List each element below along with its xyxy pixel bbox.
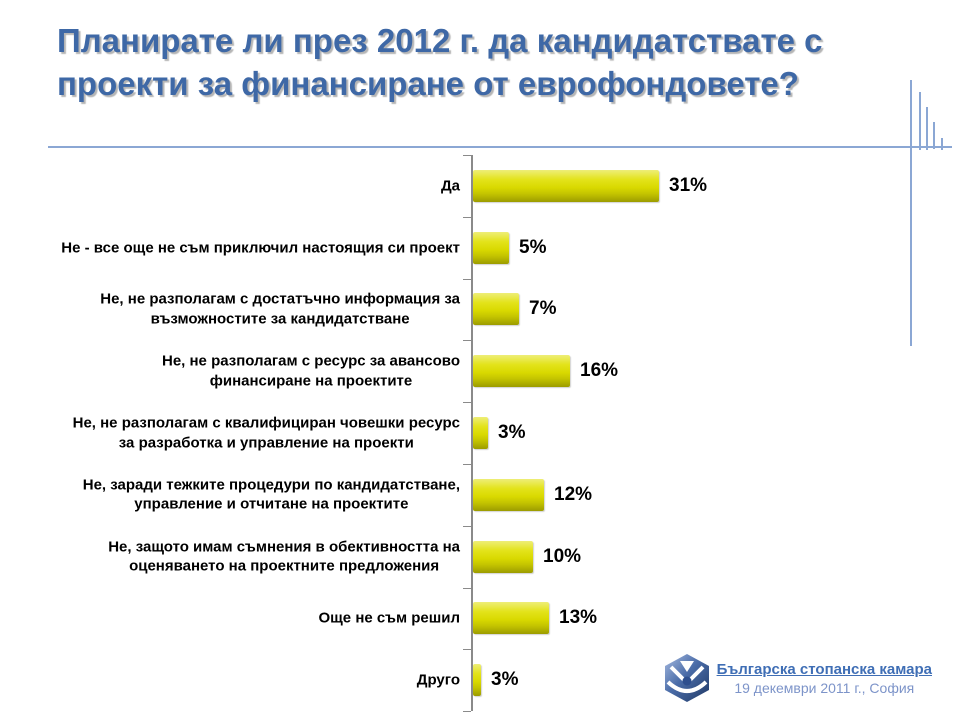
sparkline-decoration-bar [919, 92, 921, 150]
category-label: Не, заради тежките процедури по кандидат… [82, 476, 460, 513]
value-label: 7% [529, 298, 557, 320]
chart-row: Не - все още не съм приключил настоящия … [0, 217, 960, 279]
chart-row: Друго 3% [0, 649, 960, 711]
value-label: 12% [554, 483, 593, 505]
bar [473, 355, 570, 388]
value-label: 10% [543, 545, 582, 567]
axis-tick [463, 278, 471, 280]
value-label: 16% [580, 360, 619, 382]
bar [473, 664, 481, 697]
sparkline-decoration-bar [941, 138, 943, 150]
axis-tick [463, 525, 471, 527]
category-label: Не, не разполагам с ресурс за авансово ф… [161, 352, 460, 390]
bia-hexagon-logo-icon [664, 654, 709, 702]
chart-row: Да 31% [0, 155, 960, 217]
category-label: Не, не разполагам с квалифициран човешки… [72, 414, 460, 452]
footer: Българска стопанска камара 19 декември 2… [664, 654, 932, 702]
bar [473, 602, 549, 635]
value-label: 3% [498, 422, 526, 444]
axis-tick [463, 649, 471, 651]
axis-tick [463, 402, 471, 404]
category-label: Не - все още не съм приключил настоящия … [61, 238, 460, 256]
bar [473, 169, 659, 202]
value-label: 31% [669, 174, 708, 196]
bar [473, 417, 488, 450]
category-label: Друго [416, 671, 460, 689]
category-axis-line [471, 155, 473, 711]
chart-row: Още не съм решил 13% [0, 588, 960, 650]
axis-tick [463, 711, 471, 713]
category-label: Не, защото имам съмнения в обективността… [108, 538, 460, 575]
chart-row: Не, защото имам съмнения в обективността… [0, 526, 960, 588]
organization-link[interactable]: Българска стопанска камара [716, 660, 932, 678]
value-label: 13% [559, 607, 598, 629]
bar [473, 478, 544, 511]
axis-tick [463, 340, 471, 342]
value-label: 3% [491, 669, 519, 691]
bar-chart: Да 31% Не - все още не съм приключил насто… [0, 155, 960, 713]
axis-tick [463, 216, 471, 218]
sparkline-decoration-bar [910, 80, 912, 346]
axis-tick [463, 587, 471, 589]
footer-date: 19 декември 2011 г., София [734, 679, 915, 696]
page-title: Планирате ли през 2012 г. да кандидатств… [57, 22, 823, 102]
chart-row: Не, не разполагам с ресурс за авансово ф… [0, 340, 960, 402]
value-label: 5% [519, 236, 547, 258]
chart-row: Не, не разполагам с квалифициран човешки… [0, 402, 960, 464]
chart-row: Не, заради тежките процедури по кандидат… [0, 464, 960, 526]
axis-tick [463, 155, 471, 156]
category-label: Още не съм решил [318, 609, 460, 627]
axis-tick [463, 464, 471, 465]
sparkline-decoration-bar [933, 122, 935, 149]
category-label: Не, не разполагам с достатъчно информаци… [100, 290, 460, 328]
bar [473, 231, 509, 264]
bar [473, 540, 533, 573]
bar [473, 293, 519, 326]
category-label: Да [440, 177, 460, 195]
title-divider [48, 146, 952, 148]
chart-row: Не, не разполагам с достатъчно информаци… [0, 279, 960, 341]
sparkline-decoration-bar [926, 107, 928, 150]
